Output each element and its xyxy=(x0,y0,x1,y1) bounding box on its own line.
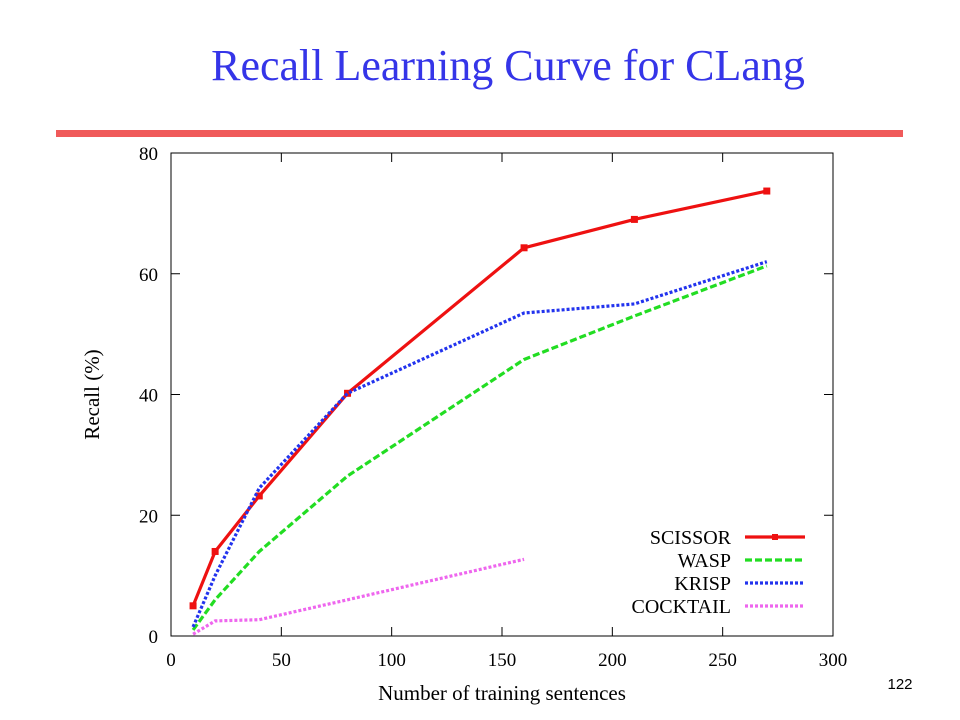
data-point-scissor xyxy=(630,215,638,223)
x-axis-title: Number of training sentences xyxy=(378,681,626,705)
legend-marker-scissor xyxy=(772,534,778,540)
y-tick-label: 40 xyxy=(139,386,158,407)
x-tick-label: 200 xyxy=(598,650,627,671)
legend-label-wasp: WASP xyxy=(678,550,731,572)
y-tick-label: 80 xyxy=(139,144,158,165)
chart-axes: 0 50 100 150 200 250 300 0 20 40 60 80 Number of tra… xyxy=(80,144,847,705)
slide-title: Recall Learning Curve for CLang xyxy=(211,41,805,90)
series-line-cocktail xyxy=(192,557,525,636)
x-tick-label: 50 xyxy=(272,650,291,671)
y-tick-label: 20 xyxy=(139,506,158,527)
title-divider xyxy=(56,130,903,137)
x-tick-label: 250 xyxy=(708,650,737,671)
legend-label-scissor: SCISSOR xyxy=(650,527,732,549)
y-tick-label: 60 xyxy=(139,265,158,286)
legend-label-krisp: KRISP xyxy=(674,573,731,595)
data-point-scissor xyxy=(763,187,771,195)
plot-frame xyxy=(170,152,834,637)
y-tick-label: 0 xyxy=(149,627,159,648)
legend-label-cocktail: COCKTAIL xyxy=(631,596,731,618)
series-line-krisp xyxy=(191,260,768,628)
x-tick-label: 100 xyxy=(377,650,406,671)
x-tick-label: 150 xyxy=(488,650,517,671)
x-tick-label: 300 xyxy=(819,650,848,671)
y-axis-title: Recall (%) xyxy=(80,349,104,439)
data-point-scissor xyxy=(189,602,197,610)
data-point-scissor xyxy=(211,547,219,555)
data-point-scissor xyxy=(520,244,528,252)
x-tick-label: 0 xyxy=(166,650,176,671)
chart-series xyxy=(189,187,771,636)
slide-number: 122 xyxy=(887,676,913,693)
